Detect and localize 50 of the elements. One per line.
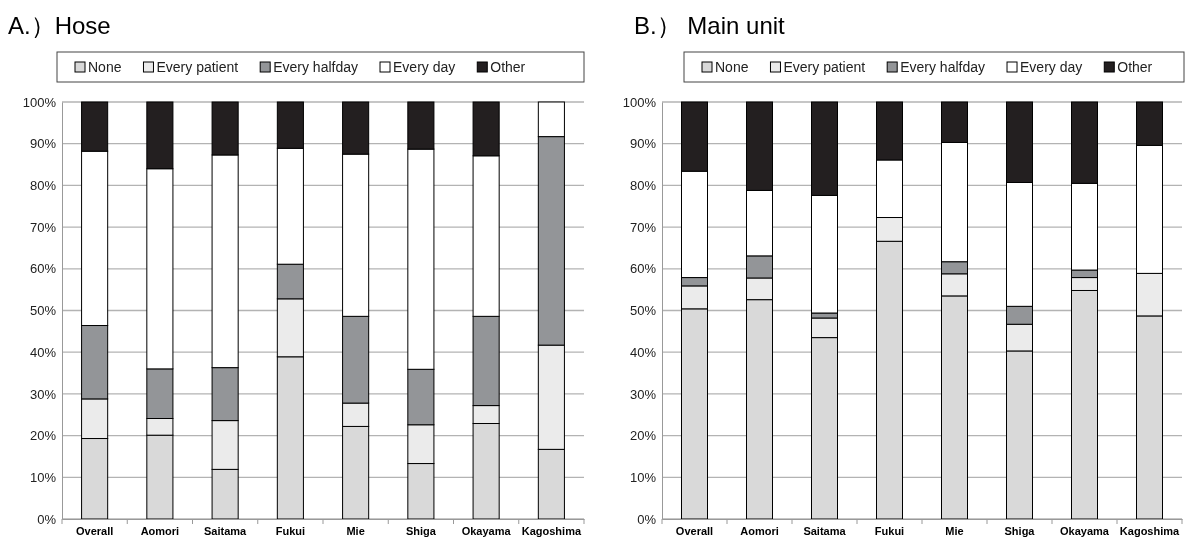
- y-tick-label: 100%: [22, 94, 57, 110]
- y-tick-label: 10%: [629, 469, 657, 485]
- legend-label: Every patient: [156, 59, 239, 75]
- y-tick-label: 20%: [629, 428, 657, 444]
- x-tick-label: Aomori: [140, 524, 180, 537]
- legend-label: Every day: [393, 59, 456, 75]
- x-tick-label: Aomori: [740, 524, 779, 537]
- legend-label: Every day: [1020, 59, 1083, 75]
- x-tick-label: Kagoshima: [1119, 524, 1181, 537]
- y-tick-label: 70%: [29, 219, 57, 235]
- x-tick-label: Fukui: [874, 524, 905, 537]
- legend-label: Every halfday: [273, 59, 359, 75]
- x-tick-label: Saitama: [204, 524, 248, 537]
- legend-label: Every halfday: [900, 59, 986, 75]
- x-tick-label: Shiga: [1004, 524, 1036, 537]
- x-tick-label: Overall: [675, 524, 714, 537]
- x-tick-label: Fukui: [275, 524, 306, 537]
- y-tick-label: 40%: [629, 344, 657, 360]
- y-tick-label: 0%: [37, 511, 57, 527]
- x-tick-label: Shiga: [405, 524, 437, 537]
- y-tick-label: 30%: [629, 386, 657, 402]
- chart-title: A.）Hose: [8, 12, 111, 39]
- y-tick-label: 90%: [629, 136, 657, 152]
- x-tick-label: Okayama: [1060, 524, 1110, 537]
- y-tick-label: 60%: [29, 261, 57, 277]
- y-tick-label: 50%: [629, 303, 657, 319]
- y-tick-label: 90%: [29, 136, 57, 152]
- legend-label: Other: [1117, 59, 1153, 75]
- x-tick-label: Mie: [945, 524, 964, 537]
- legend-label: Other: [490, 59, 526, 75]
- y-tick-label: 40%: [29, 344, 57, 360]
- legend-label: Every patient: [783, 59, 866, 75]
- x-tick-label: Kagoshima: [521, 524, 582, 537]
- y-tick-label: 20%: [29, 428, 57, 444]
- y-tick-label: 50%: [29, 303, 57, 319]
- y-tick-label: 0%: [637, 511, 657, 527]
- y-tick-label: 10%: [29, 469, 57, 485]
- legend-label: None: [88, 59, 122, 75]
- y-tick-label: 30%: [29, 386, 57, 402]
- x-tick-label: Okayama: [461, 524, 512, 537]
- chart-title: B.） Main unit: [634, 12, 786, 39]
- x-tick-label: Saitama: [803, 524, 847, 537]
- x-tick-label: Overall: [75, 524, 114, 537]
- y-tick-label: 100%: [622, 94, 657, 110]
- y-tick-label: 60%: [629, 261, 657, 277]
- y-tick-label: 80%: [29, 178, 57, 194]
- y-tick-label: 80%: [629, 178, 657, 194]
- legend-label: None: [715, 59, 749, 75]
- x-tick-label: Mie: [346, 524, 365, 537]
- y-tick-label: 70%: [629, 219, 657, 235]
